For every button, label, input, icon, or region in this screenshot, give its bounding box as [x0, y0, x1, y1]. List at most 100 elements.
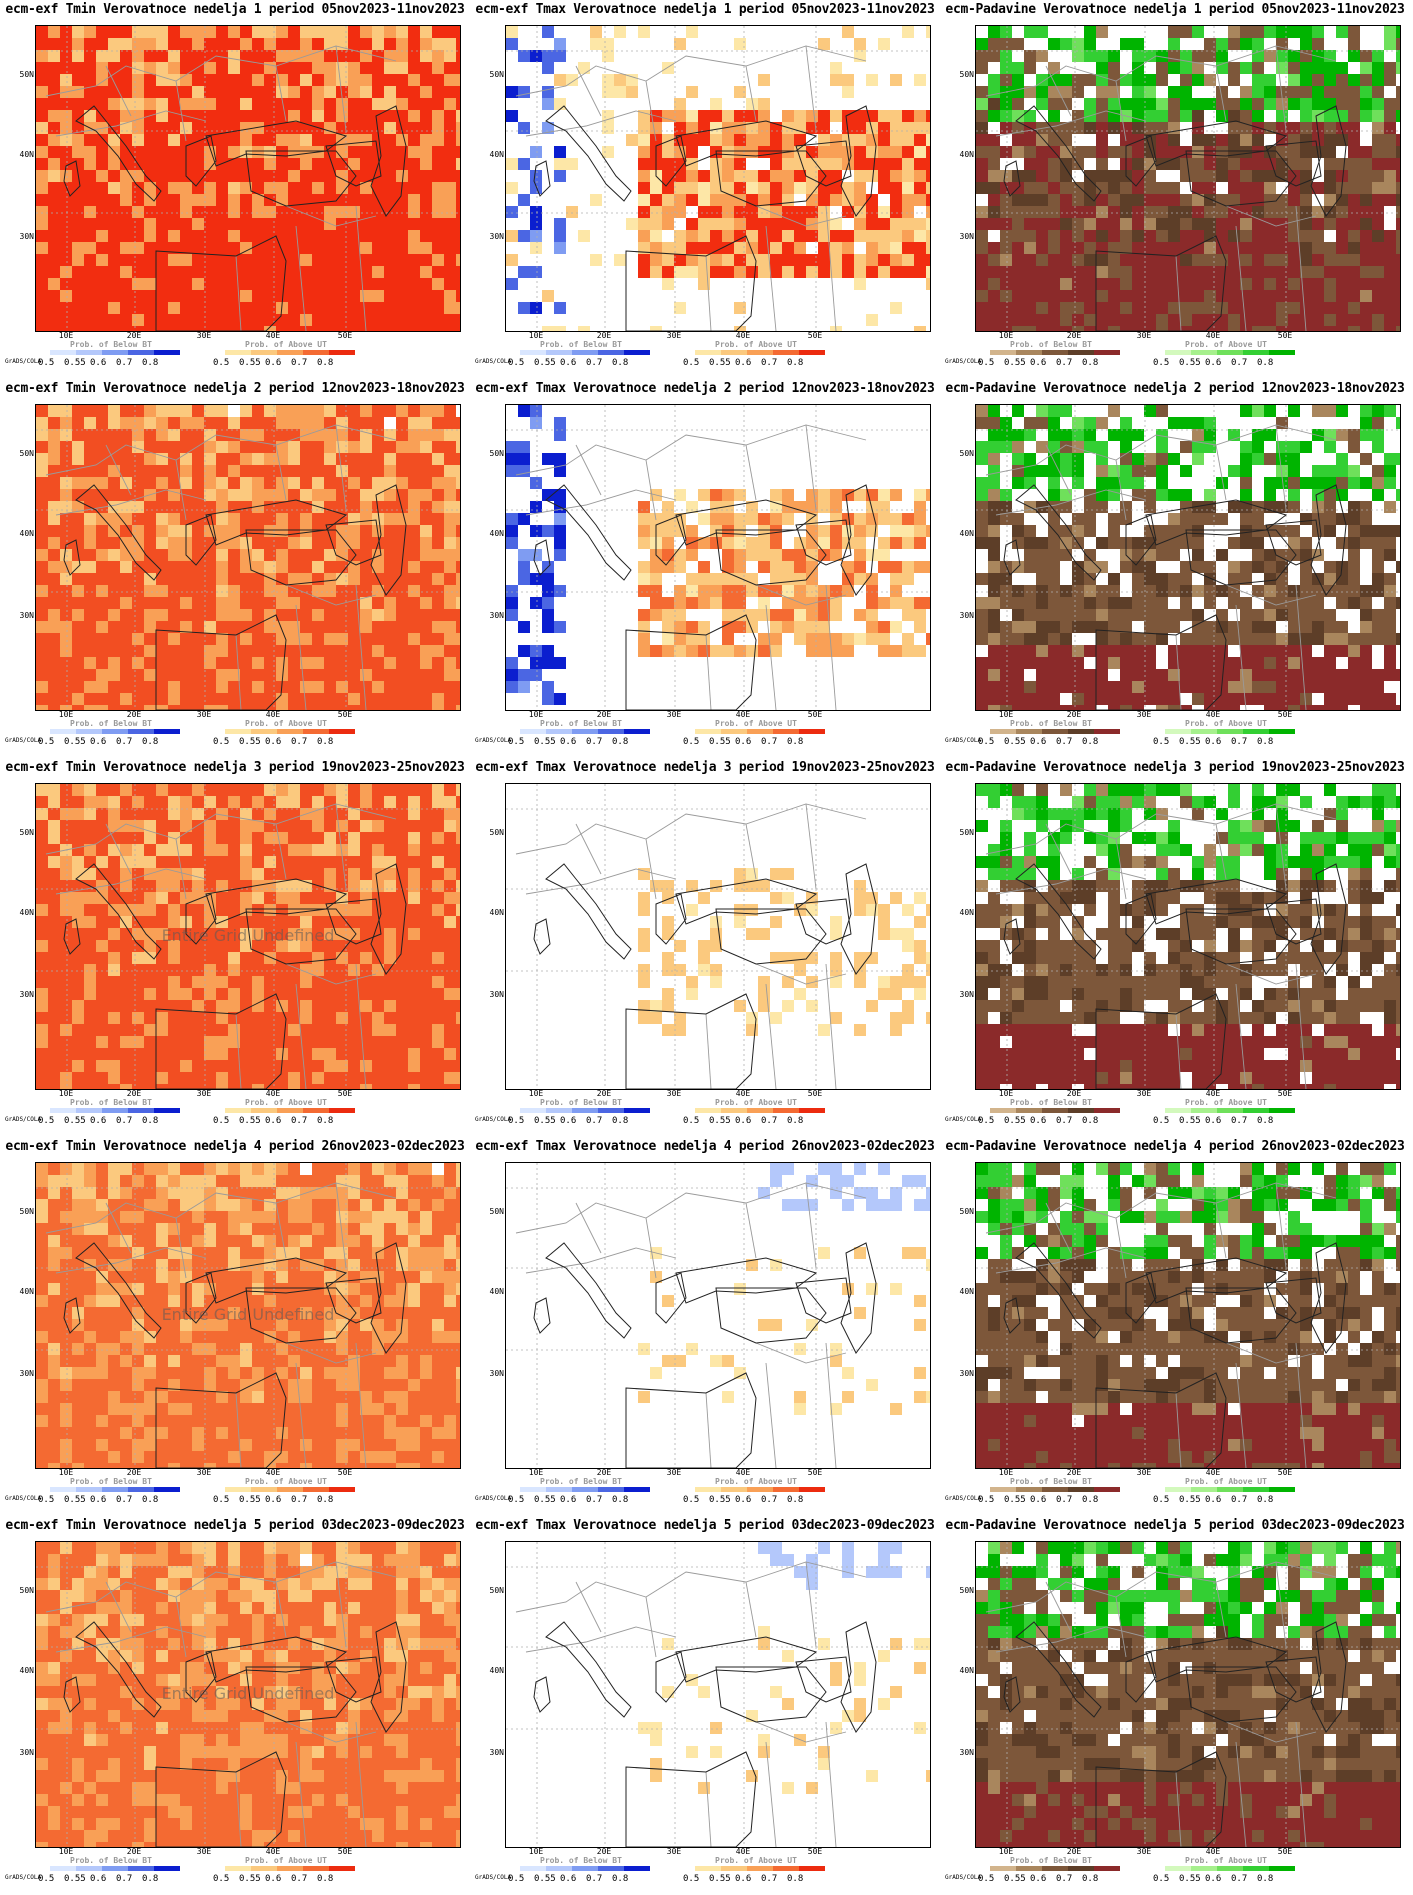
legend-tick: 0.8: [317, 1495, 334, 1505]
legend-tick: 0.8: [787, 1495, 804, 1505]
longitude-label: 20E: [596, 1468, 612, 1477]
longitude-label: 10E: [998, 1847, 1014, 1856]
legend-ticks: 0.5 0.55 0.6 0.7 0.8: [213, 1874, 343, 1884]
legend-tick: 0.8: [1257, 1874, 1274, 1884]
legend-tick: 0.6: [735, 1874, 752, 1884]
longitude-label: 20E: [126, 331, 142, 340]
longitude-label: 50E: [807, 1847, 823, 1856]
legend-title: Prob. of Below BT: [1010, 1477, 1092, 1486]
legend-title: Prob. of Below BT: [540, 1098, 622, 1107]
legend-tick: 0.55: [534, 1116, 556, 1126]
longitude-label: 20E: [126, 1847, 142, 1856]
legend-colorbar: [225, 729, 355, 734]
grads-brand: GrADS/COLA: [5, 358, 42, 365]
longitude-label: 10E: [528, 1847, 544, 1856]
forecast-panel-precip-week-2: ecm-Padavine Verovatnoce nedelja 2 perio…: [940, 379, 1410, 758]
legend-ticks: 0.5 0.55 0.6 0.7 0.8: [683, 737, 813, 747]
legend-colorbar: [990, 350, 1120, 355]
legend-tick: 0.5: [213, 1116, 230, 1126]
legend-colorbar: [695, 729, 825, 734]
legend-tick: 0.5: [508, 737, 525, 747]
legend-colorbar: [695, 1108, 825, 1113]
longitude-label: 10E: [58, 710, 74, 719]
legend-tick: 0.55: [239, 1495, 261, 1505]
latitude-label: 30N: [959, 1369, 974, 1378]
latitude-label: 40N: [959, 150, 974, 159]
latitude-label: 40N: [489, 529, 504, 538]
latitude-label: 50N: [959, 449, 974, 458]
grads-brand: GrADS/COLA: [475, 358, 512, 365]
panel-title: ecm-exf Tmin Verovatnoce nedelja 5 perio…: [5, 1518, 465, 1533]
longitude-label: 40E: [735, 1847, 751, 1856]
legend-colorbar: [990, 729, 1120, 734]
legend-tick: 0.8: [787, 358, 804, 368]
longitude-label: 10E: [998, 1089, 1014, 1098]
legend-tick: 0.6: [735, 1495, 752, 1505]
legend-tick: 0.6: [90, 1874, 107, 1884]
legend-tick: 0.55: [709, 1495, 731, 1505]
longitude-label: 50E: [1277, 1468, 1293, 1477]
latitude-label: 50N: [959, 828, 974, 837]
legend-tick: 0.5: [213, 1495, 230, 1505]
legend-ticks: 0.5 0.55 0.6 0.7 0.8: [508, 1874, 638, 1884]
legend-tick: 0.6: [735, 1116, 752, 1126]
longitude-label: 30E: [666, 331, 682, 340]
legend-title: Prob. of Above UT: [715, 1098, 797, 1107]
longitude-label: 30E: [1136, 710, 1152, 719]
probability-map: [505, 25, 931, 332]
legend-tick: 0.55: [64, 1116, 86, 1126]
legend-ticks: 0.5 0.55 0.6 0.7 0.8: [978, 1116, 1108, 1126]
longitude-label: 50E: [807, 710, 823, 719]
longitude-label: 50E: [1277, 1089, 1293, 1098]
forecast-panel-tmax-week-2: ecm-exf Tmax Verovatnoce nedelja 2 perio…: [470, 379, 940, 758]
legend-tick: 0.8: [1257, 737, 1274, 747]
legend-colorbar: [50, 1866, 180, 1871]
longitude-label: 50E: [337, 1468, 353, 1477]
longitude-label: 10E: [998, 710, 1014, 719]
legend-ticks: 0.5 0.55 0.6 0.7 0.8: [1153, 1116, 1283, 1126]
undefined-grid-notice: Entire Grid Undefined: [161, 926, 335, 945]
legend-title: Prob. of Below BT: [70, 719, 152, 728]
longitude-label: 50E: [807, 1089, 823, 1098]
legend-tick: 0.5: [508, 1116, 525, 1126]
legend-ticks: 0.5 0.55 0.6 0.7 0.8: [38, 1874, 168, 1884]
legend-colorbar: [520, 729, 650, 734]
forecast-panel-tmax-week-4: ecm-exf Tmax Verovatnoce nedelja 4 perio…: [470, 1137, 940, 1516]
legend-tick: 0.6: [560, 737, 577, 747]
latitude-label: 50N: [19, 828, 34, 837]
legend-tick: 0.6: [90, 737, 107, 747]
latitude-label: 30N: [489, 1748, 504, 1757]
panel-title: ecm-Padavine Verovatnoce nedelja 3 perio…: [945, 760, 1405, 775]
longitude-label: 40E: [735, 1468, 751, 1477]
legend-tick: 0.7: [1231, 358, 1248, 368]
legend-tick: 0.5: [978, 1495, 995, 1505]
legend-colorbar: [225, 1866, 355, 1871]
legend-tick: 0.55: [239, 737, 261, 747]
probability-map: [975, 1541, 1401, 1848]
legend-tick: 0.55: [1004, 1874, 1026, 1884]
legend-tick: 0.8: [787, 737, 804, 747]
legend-ticks: 0.5 0.55 0.6 0.7 0.8: [1153, 737, 1283, 747]
legend-title: Prob. of Below BT: [70, 1856, 152, 1865]
probability-map: [505, 404, 931, 711]
legend-tick: 0.6: [1030, 1874, 1047, 1884]
legend-tick: 0.6: [1205, 1874, 1222, 1884]
legend-tick: 0.5: [978, 1116, 995, 1126]
grads-brand: GrADS/COLA: [945, 737, 982, 744]
legend-tick: 0.5: [683, 358, 700, 368]
legend-title: Prob. of Above UT: [245, 719, 327, 728]
legend-tick: 0.5: [683, 1116, 700, 1126]
longitude-label: 20E: [596, 1089, 612, 1098]
legend-tick: 0.55: [1179, 1495, 1201, 1505]
legend-colorbar: [225, 350, 355, 355]
longitude-label: 20E: [126, 1089, 142, 1098]
legend-tick: 0.5: [508, 1874, 525, 1884]
legend-colorbar: [520, 1866, 650, 1871]
longitude-label: 10E: [528, 710, 544, 719]
legend-tick: 0.8: [142, 737, 159, 747]
legend-tick: 0.8: [142, 1495, 159, 1505]
panel-title: ecm-Padavine Verovatnoce nedelja 5 perio…: [945, 1518, 1405, 1533]
legend-title: Prob. of Above UT: [245, 1098, 327, 1107]
grads-brand: GrADS/COLA: [5, 1495, 42, 1502]
